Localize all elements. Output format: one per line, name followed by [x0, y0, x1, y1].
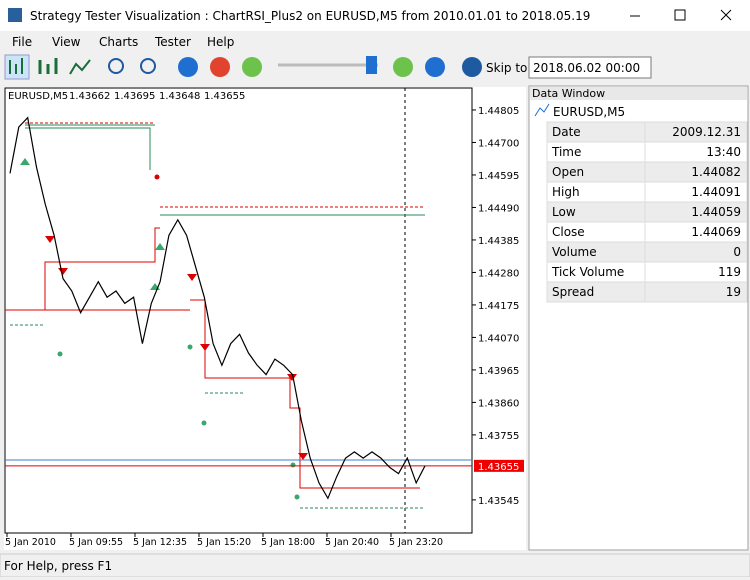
- menu-item[interactable]: View: [52, 35, 81, 49]
- data-window-title: Data Window: [532, 87, 605, 100]
- row-label: Spread: [552, 285, 594, 299]
- x-tick-label: 5 Jan 09:55: [69, 537, 123, 548]
- indicator-dashed: [10, 324, 425, 509]
- date-value: 2018.06.02 00:00: [533, 61, 640, 75]
- chart-ohlc: 1.43662: [69, 91, 110, 102]
- y-tick-label: 1.44700: [478, 138, 519, 149]
- symbol-icon: [534, 103, 550, 117]
- window-title: Strategy Tester Visualization : ChartRSI…: [30, 9, 590, 23]
- zoom-in[interactable]: [108, 58, 124, 74]
- x-tick-label: 5 Jan 23:20: [389, 537, 443, 548]
- step[interactable]: [425, 57, 445, 77]
- y-tick-label: 1.44175: [478, 301, 519, 312]
- y-tick-label: 1.43545: [478, 496, 519, 507]
- row-label: High: [552, 185, 580, 199]
- title-bar: [0, 0, 750, 31]
- row-label: Close: [552, 225, 585, 239]
- row-value-cell: [644, 281, 748, 303]
- y-tick-label: 1.43860: [478, 398, 519, 409]
- price-label-bg: [474, 459, 524, 472]
- signal-dot: [154, 174, 160, 180]
- y-tick-label: 1.44385: [478, 236, 519, 247]
- chart-ohlc: 1.43648: [159, 91, 200, 102]
- tool-icon: [9, 58, 23, 74]
- x-tick-label: 5 Jan 18:00: [261, 537, 315, 548]
- close[interactable]: [720, 9, 732, 21]
- tool-candles[interactable]: [38, 58, 58, 74]
- signal-dots: [57, 344, 300, 500]
- menu-item[interactable]: File: [12, 35, 32, 49]
- y-tick-label: 1.44805: [478, 106, 519, 117]
- row-label: Low: [552, 205, 576, 219]
- data-window-symbol: EURUSD,M5: [553, 105, 625, 119]
- row-value: 19: [726, 285, 741, 299]
- slower[interactable]: [242, 57, 262, 77]
- y-tick-label: 1.44280: [478, 268, 519, 279]
- y-tick-label: 1.44490: [478, 203, 519, 214]
- indicator-line: [25, 124, 425, 216]
- row-value: 1.44069: [691, 225, 741, 239]
- status-bar: [0, 553, 750, 578]
- menu-item[interactable]: Tester: [154, 35, 191, 49]
- tool-line[interactable]: [69, 59, 91, 75]
- row-value: 0: [733, 245, 741, 259]
- chart-symbol: EURUSD,M5: [8, 91, 68, 102]
- skip-label: Skip to: [486, 61, 527, 75]
- x-tick-label: 5 Jan 2010: [5, 537, 56, 548]
- y-tick-label: 1.43965: [478, 366, 519, 377]
- y-tick-label: 1.44070: [478, 333, 519, 344]
- row-value: 2009.12.31: [672, 125, 741, 139]
- y-tick-label: 1.44595: [478, 171, 519, 182]
- app-icon: [8, 8, 22, 22]
- indicator-line: [5, 227, 420, 489]
- row-label: Open: [552, 165, 584, 179]
- row-value: 13:40: [706, 145, 741, 159]
- faster[interactable]: [393, 57, 413, 77]
- x-tick-label: 5 Jan 12:35: [133, 537, 187, 548]
- row-label: Tick Volume: [551, 265, 624, 279]
- row-label: Volume: [552, 245, 597, 259]
- stop[interactable]: [210, 57, 230, 77]
- skip-icon[interactable]: [462, 57, 482, 77]
- row-value: 1.44059: [691, 205, 741, 219]
- y-tick-label: 1.43755: [478, 431, 519, 442]
- row-value: 119: [718, 265, 741, 279]
- zoom-out[interactable]: [140, 58, 156, 74]
- maximize[interactable]: [674, 9, 686, 21]
- status-text: For Help, press F1: [4, 559, 112, 573]
- row-value: 1.44091: [691, 185, 741, 199]
- x-tick-label: 5 Jan 15:20: [197, 537, 251, 548]
- date-field[interactable]: [528, 56, 652, 79]
- row-value: 1.44082: [691, 165, 741, 179]
- indicator-dashed: [25, 122, 425, 208]
- price-line: [9, 116, 426, 500]
- price-label: 1.43655: [478, 462, 519, 473]
- row-value-cell: [644, 241, 748, 263]
- menu-item[interactable]: Help: [207, 35, 234, 49]
- row-label: Time: [551, 145, 581, 159]
- chart-ohlc: 1.43655: [204, 91, 245, 102]
- slider-thumb[interactable]: [366, 56, 377, 74]
- chart-ohlc: 1.43695: [114, 91, 155, 102]
- pause[interactable]: [178, 57, 198, 77]
- menu-item[interactable]: Charts: [99, 35, 138, 49]
- x-tick-label: 5 Jan 20:40: [325, 537, 379, 548]
- row-label: Date: [552, 125, 581, 139]
- data-window-header: [530, 87, 747, 100]
